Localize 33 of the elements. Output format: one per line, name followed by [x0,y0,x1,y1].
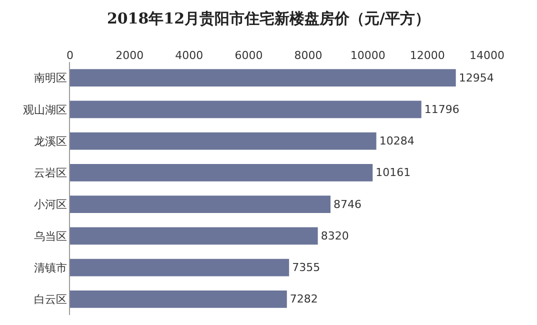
bar [70,290,287,308]
data-label: 11796 [424,102,460,116]
x-tick-label: 14000 [470,48,504,62]
x-tick-label: 2000 [116,48,144,62]
data-label: 7355 [292,261,320,274]
x-tick-label: 12000 [410,48,445,62]
bar [70,196,331,214]
data-label: 7282 [290,292,318,306]
data-label: 10161 [376,166,411,180]
y-tick-label: 小河区 [34,198,67,212]
bar [70,69,456,87]
bar [70,258,290,276]
bar [70,227,318,245]
y-tick-label: 乌当区 [34,230,67,243]
data-label: 10284 [379,134,414,148]
bar [70,164,373,182]
y-tick-label: 白云区 [34,293,67,306]
chart-title: 2018年12月贵阳市住宅新楼盘房价（元/平方） [106,10,430,28]
x-tick-label: 0 [66,48,74,62]
data-label: 8320 [320,229,349,242]
x-tick-label: 6000 [234,48,263,62]
y-tick-label: 南明区 [34,72,67,85]
y-tick-label: 龙溪区 [34,134,67,148]
y-tick-label: 清镇市 [34,261,67,274]
data-label: 12954 [458,71,494,84]
bar [70,132,376,150]
y-tick-label: 观山湖区 [22,103,67,116]
x-tick-label: 8000 [294,48,322,62]
x-tick-label: 10000 [350,48,386,62]
x-tick-label: 4000 [175,48,204,62]
bar [70,100,422,118]
y-tick-label: 云岩区 [34,166,67,180]
data-label: 8746 [334,198,362,211]
